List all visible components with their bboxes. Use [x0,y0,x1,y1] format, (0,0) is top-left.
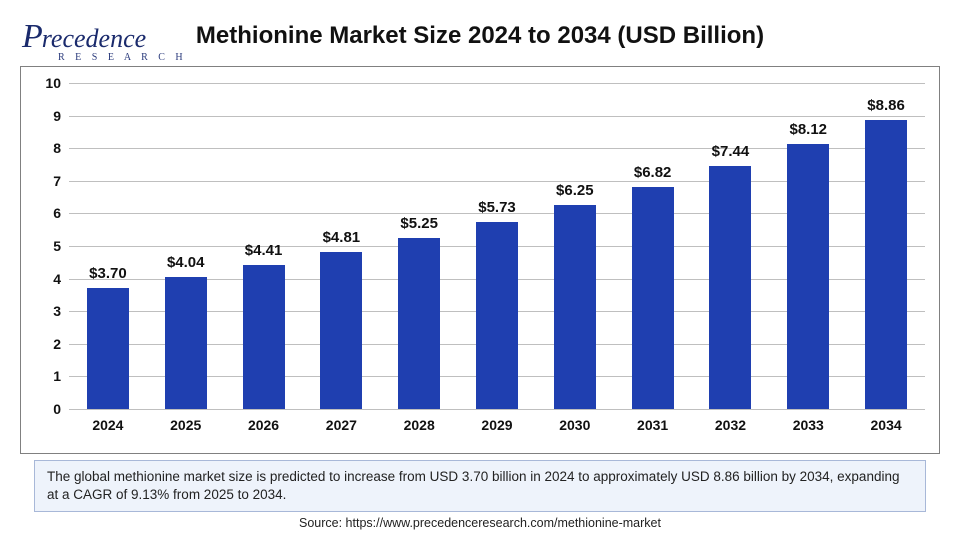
x-tick-label: 2025 [170,409,201,433]
y-tick-label: 5 [53,238,69,254]
x-tick-label: 2031 [637,409,668,433]
bar-value-label: $3.70 [89,265,127,288]
bar-value-label: $6.82 [634,164,672,187]
chart-title: Methionine Market Size 2024 to 2034 (USD… [0,22,960,50]
y-tick-label: 3 [53,303,69,319]
bar-value-label: $8.12 [789,121,827,144]
grid-line [69,83,925,84]
bar-value-label: $4.41 [245,242,283,265]
bar-value-label: $4.04 [167,254,205,277]
y-tick-label: 9 [53,108,69,124]
bar-value-label: $5.73 [478,199,516,222]
y-tick-label: 1 [53,368,69,384]
y-tick-label: 8 [53,140,69,156]
bar: $8.12 [787,144,829,409]
logo-subtext: R E S E A R C H [58,52,187,63]
x-tick-label: 2033 [793,409,824,433]
y-tick-label: 0 [53,401,69,417]
grid-line [69,116,925,117]
y-tick-label: 6 [53,205,69,221]
plot-area: 012345678910$3.702024$4.042025$4.412026$… [69,83,925,409]
y-tick-label: 4 [53,271,69,287]
bar: $4.81 [320,252,362,409]
x-tick-label: 2034 [871,409,902,433]
bar: $4.41 [243,265,285,409]
bar-value-label: $7.44 [712,143,750,166]
bar-value-label: $6.25 [556,182,594,205]
x-tick-label: 2024 [92,409,123,433]
bar: $5.25 [398,238,440,409]
y-tick-label: 10 [45,75,69,91]
caption-box: The global methionine market size is pre… [34,460,926,512]
bar: $6.82 [632,187,674,409]
x-tick-label: 2028 [404,409,435,433]
bar: $7.44 [709,166,751,409]
y-tick-label: 7 [53,173,69,189]
source-line: Source: https://www.precedenceresearch.c… [0,516,960,530]
chart-frame: 012345678910$3.702024$4.042025$4.412026$… [20,66,940,454]
bar: $3.70 [87,288,129,409]
bar: $4.04 [165,277,207,409]
x-tick-label: 2030 [559,409,590,433]
x-tick-label: 2027 [326,409,357,433]
x-tick-label: 2032 [715,409,746,433]
x-tick-label: 2029 [481,409,512,433]
bar-value-label: $4.81 [323,229,361,252]
bar: $5.73 [476,222,518,409]
bar: $8.86 [865,120,907,409]
bar: $6.25 [554,205,596,409]
bar-value-label: $5.25 [400,215,438,238]
x-tick-label: 2026 [248,409,279,433]
bar-value-label: $8.86 [867,97,905,120]
y-tick-label: 2 [53,336,69,352]
